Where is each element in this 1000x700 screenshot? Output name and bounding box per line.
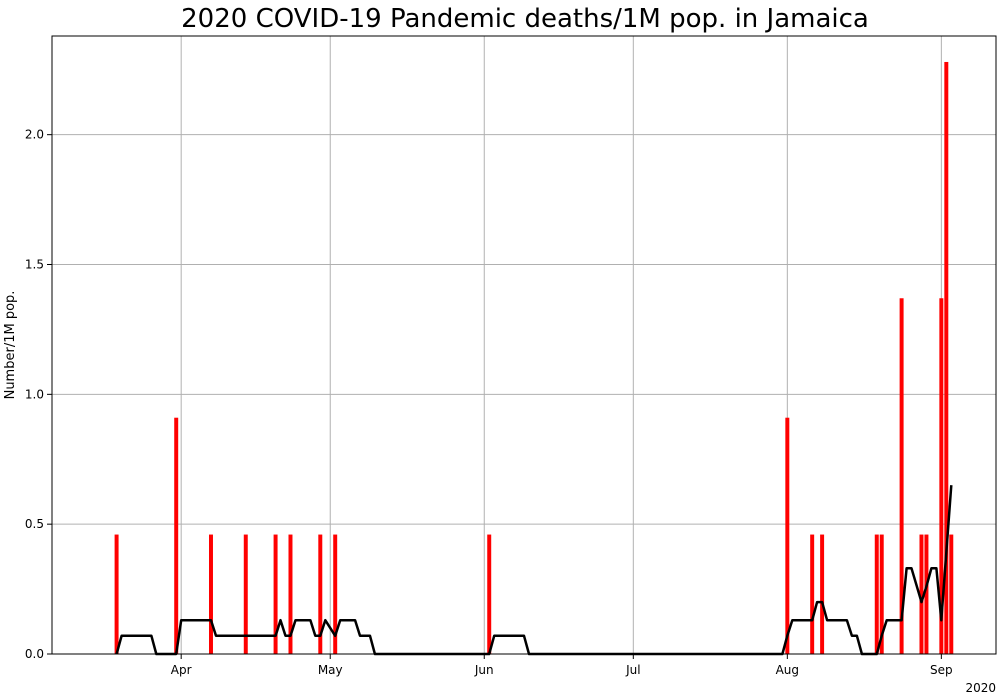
x-tick-label: Apr <box>171 663 192 677</box>
bar <box>209 534 213 654</box>
bar <box>273 534 278 654</box>
bar <box>785 417 790 654</box>
x-tick-label: May <box>318 663 343 677</box>
y-axis: 0.0 0.5 1.0 1.5 2.0 <box>25 128 52 661</box>
plot-frame <box>51 35 997 655</box>
bar <box>114 534 119 654</box>
bar <box>820 534 825 654</box>
chart-title: 2020 COVID-19 Pandemic deaths/1M pop. in… <box>181 4 869 34</box>
y-tick-label: 1.0 <box>25 387 44 401</box>
bar <box>899 298 904 654</box>
bar <box>333 534 338 654</box>
bar <box>174 417 179 654</box>
bar <box>919 534 924 654</box>
y-tick-label: 0.5 <box>25 517 44 531</box>
bars <box>114 61 954 655</box>
trend-lines <box>115 485 953 656</box>
year-label: 2020 <box>965 681 996 695</box>
bar <box>939 298 944 654</box>
bar <box>949 534 954 654</box>
bar <box>879 534 884 654</box>
x-axis: Apr May Jun Jul Aug Sep <box>171 654 953 677</box>
bar <box>874 534 879 654</box>
bar <box>487 534 492 654</box>
bar <box>924 534 929 654</box>
y-tick-label: 2.0 <box>25 128 44 142</box>
average-line <box>115 485 953 656</box>
x-tick-label: Jun <box>474 663 494 677</box>
bar <box>810 534 815 654</box>
y-tick-label: 0.0 <box>25 647 44 661</box>
bar <box>243 534 248 654</box>
y-tick-label: 1.5 <box>25 258 44 272</box>
bar <box>318 534 323 654</box>
y-axis-label: Number/1M pop. <box>3 291 18 400</box>
x-tick-label: Aug <box>776 663 799 677</box>
bar <box>944 61 949 655</box>
x-tick-label: Jul <box>625 663 640 677</box>
x-tick-label: Sep <box>930 663 953 677</box>
bar <box>288 534 293 654</box>
